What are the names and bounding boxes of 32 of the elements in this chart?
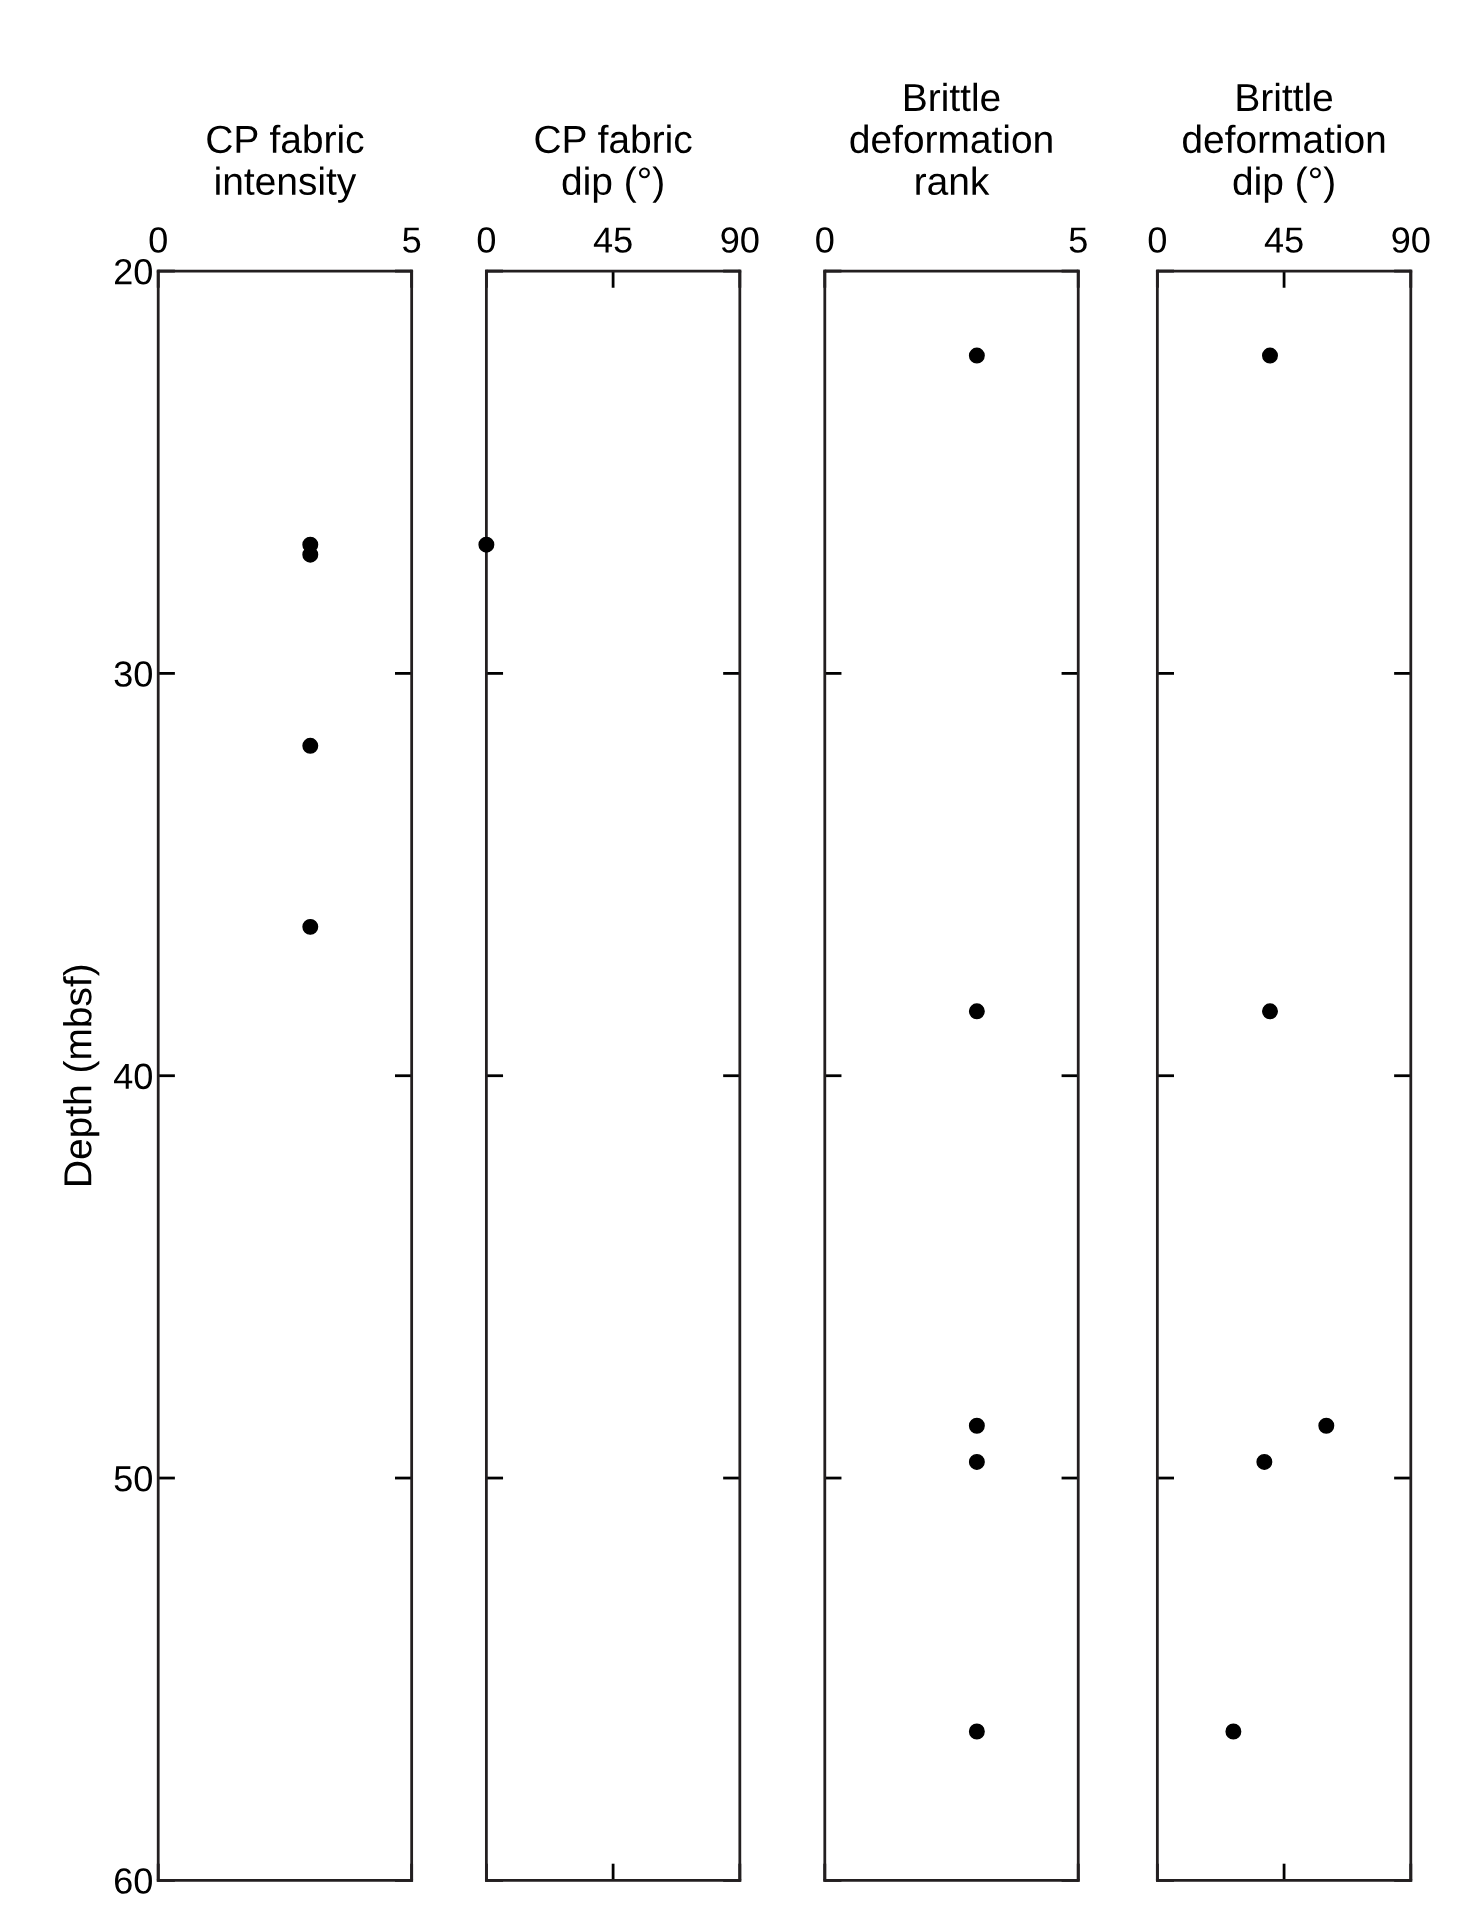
- point: [1256, 1453, 1273, 1470]
- point: [968, 1453, 985, 1470]
- point: [302, 918, 319, 935]
- point: [1262, 1003, 1278, 1020]
- point: [968, 1723, 985, 1740]
- point: [1318, 1417, 1335, 1434]
- x-tick-label: 45: [593, 227, 632, 253]
- x-tick-label: 90: [1392, 227, 1430, 253]
- x-tick-label: 45: [1264, 227, 1303, 253]
- chart-title: CP fabric intensity: [207, 124, 364, 203]
- y-tick-label: 40: [114, 1063, 152, 1090]
- point: [968, 347, 985, 364]
- x-tick-label: 0: [477, 227, 496, 253]
- y-tick-label: 30: [114, 661, 152, 687]
- chart-title: Brittle deformation dip (°): [1183, 82, 1385, 203]
- chart-title: Brittle deformation rank: [850, 82, 1052, 196]
- point: [968, 1003, 985, 1020]
- point: [1225, 1723, 1242, 1740]
- x-tick-label: 0: [816, 227, 834, 253]
- y-axis-title: Depth (mbsf): [63, 965, 100, 1185]
- y-tick-label: 20: [115, 258, 152, 285]
- point: [1262, 347, 1278, 364]
- chart-title: CP fabric dip (°): [535, 124, 692, 203]
- y-tick-label: 60: [115, 1868, 152, 1894]
- x-tick-label: 0: [1148, 227, 1166, 253]
- point: [302, 737, 319, 754]
- x-tick-label: 5: [1069, 227, 1087, 253]
- x-tick-label: 5: [403, 227, 421, 253]
- point: [968, 1417, 985, 1434]
- x-tick-label: 0: [149, 227, 167, 253]
- y-tick-label: 50: [114, 1465, 152, 1492]
- x-tick-label: 90: [721, 227, 759, 253]
